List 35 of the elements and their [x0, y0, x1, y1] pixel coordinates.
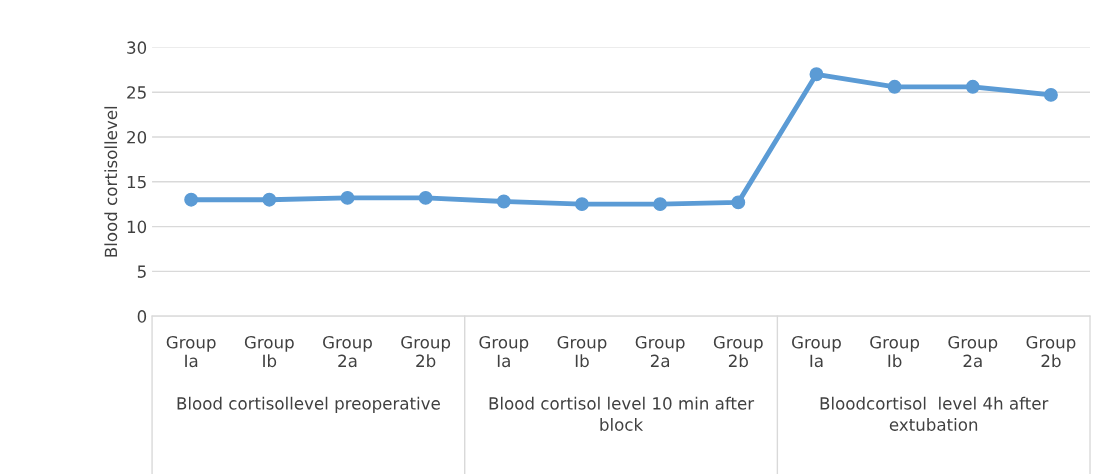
text: Bloodcortisol level 4h after extubation — [820, 396, 1049, 431]
x-tick-label: Group Ia — [166, 335, 216, 368]
point — [887, 79, 902, 94]
point — [809, 67, 824, 82]
y-tick-label: 25 — [127, 86, 146, 99]
y-tick-label: 0 — [137, 310, 147, 323]
x-tick-label: Group 2a — [948, 335, 998, 368]
y-tick-label: 15 — [127, 175, 146, 189]
y-tick-label: 10 — [127, 220, 147, 234]
y-tick-label: 20 — [127, 130, 147, 144]
point — [418, 190, 433, 205]
x-tick-label: Group 2a — [323, 335, 372, 368]
point — [653, 197, 668, 212]
text: Blood cortisollevel preoperative — [177, 396, 440, 413]
x-tick-label: Group 2b — [713, 335, 763, 368]
x-tick-label: Group Ia — [792, 335, 841, 368]
y-tick-label: 5 — [137, 265, 146, 278]
point — [965, 79, 980, 94]
point — [184, 192, 199, 207]
x-tick-label: Group 2b — [1026, 335, 1076, 368]
x-tick-label: Group Ib — [244, 335, 294, 368]
x-tick-label: Group Ib — [870, 335, 920, 368]
x-tick-label: Group 2a — [635, 335, 685, 368]
x-tick-label: Group Ia — [479, 335, 529, 368]
x-tick-label: Group 2b — [401, 335, 451, 368]
y-axis-title: Blood cortisollevel — [104, 106, 118, 257]
x-tick-label: Group Ib — [557, 335, 607, 368]
point — [731, 195, 746, 210]
point — [1043, 87, 1058, 102]
y-tick-label: 30 — [127, 41, 147, 54]
point — [262, 192, 277, 207]
point — [340, 190, 355, 205]
text: Blood cortisol level 10 min after block — [489, 396, 755, 431]
point — [575, 197, 589, 212]
point — [496, 194, 511, 209]
